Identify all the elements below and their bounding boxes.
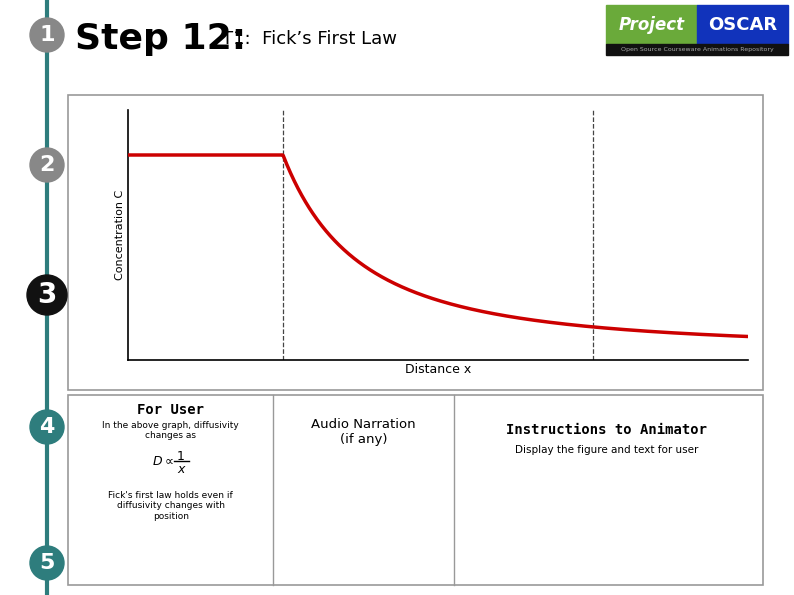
Text: Fick's first law holds even if
diffusivity changes with
position: Fick's first law holds even if diffusivi… <box>109 491 233 521</box>
Text: 2: 2 <box>40 155 55 175</box>
Text: x: x <box>177 463 184 476</box>
Text: Step 12:: Step 12: <box>75 22 246 56</box>
Bar <box>68 95 763 390</box>
Text: For User: For User <box>137 403 204 417</box>
Text: Project: Project <box>619 15 684 33</box>
X-axis label: Distance x: Distance x <box>405 363 471 376</box>
Y-axis label: Concentration C: Concentration C <box>115 190 125 280</box>
Text: constant
concentration: constant concentration <box>633 190 701 212</box>
Text: T1:  Fick’s First Law: T1: Fick’s First Law <box>222 30 397 48</box>
Text: Open Source Courseware Animations Repository: Open Source Courseware Animations Reposi… <box>621 47 773 52</box>
Bar <box>606 5 697 44</box>
Text: 4: 4 <box>40 417 55 437</box>
Text: 3: 3 <box>37 281 56 309</box>
Bar <box>68 395 763 585</box>
Bar <box>342 221 421 253</box>
Text: In the above graph, diffusivity
changes as: In the above graph, diffusivity changes … <box>102 421 239 440</box>
Circle shape <box>30 18 64 52</box>
Text: $D\propto$: $D\propto$ <box>152 455 174 468</box>
Circle shape <box>27 275 67 315</box>
Text: Instructions to Animator: Instructions to Animator <box>506 423 707 437</box>
Text: Flux Jₓ: Flux Jₓ <box>351 228 409 246</box>
Text: Low Temp: Low Temp <box>132 218 180 228</box>
Polygon shape <box>421 214 457 259</box>
Text: Audio Narration
(if any): Audio Narration (if any) <box>311 418 416 446</box>
Circle shape <box>30 148 64 182</box>
Bar <box>606 44 788 55</box>
Circle shape <box>30 546 64 580</box>
Circle shape <box>30 410 64 444</box>
Text: OSCAR: OSCAR <box>708 15 777 33</box>
Text: HighTemp: HighTemp <box>633 218 681 228</box>
Bar <box>697 5 788 44</box>
Text: constant
concentration: constant concentration <box>132 190 200 212</box>
Text: 5: 5 <box>40 553 55 573</box>
Text: Display the figure and text for user: Display the figure and text for user <box>515 445 698 455</box>
Text: 1: 1 <box>39 25 55 45</box>
Text: 1: 1 <box>177 450 185 463</box>
